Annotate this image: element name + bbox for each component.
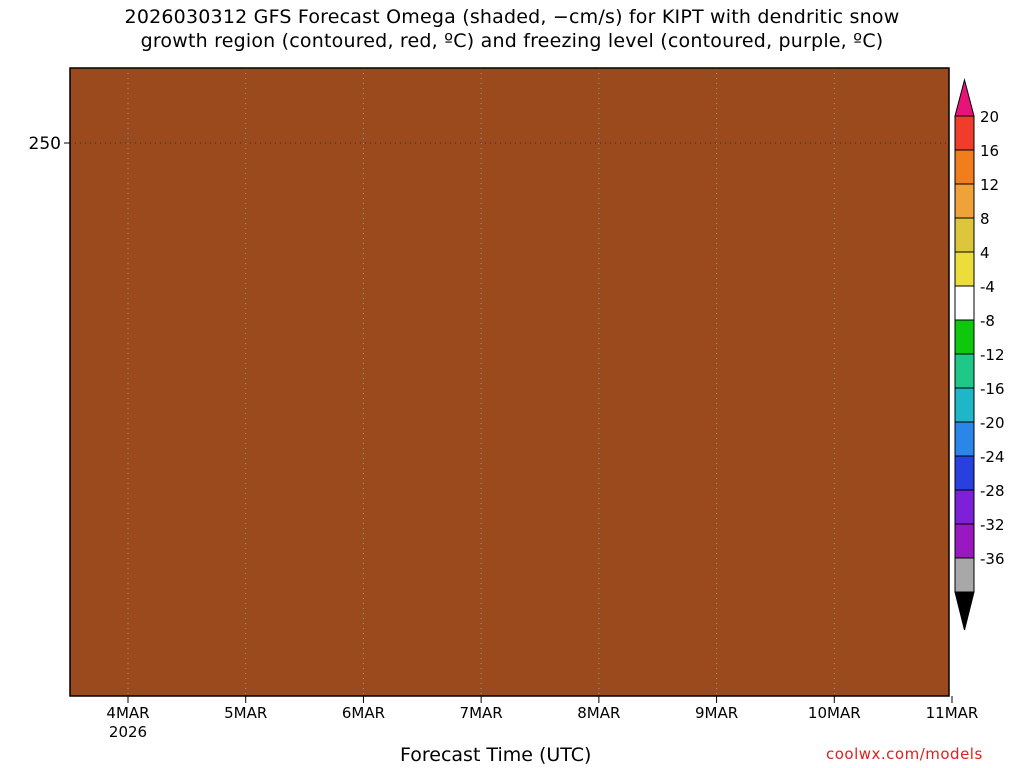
x-tick-sublabel: 2026 [109, 723, 147, 741]
x-tick-label: 6MAR [342, 704, 385, 722]
colorbar-bin [954, 183, 975, 219]
x-axis-title: Forecast Time (UTC) [400, 744, 592, 766]
colorbar-label: -16 [980, 380, 1005, 398]
colorbar-label: 20 [980, 108, 999, 126]
colorbar-label: -12 [980, 346, 1005, 364]
colorbar-label: -32 [980, 516, 1005, 534]
colorbar-label: -36 [980, 550, 1005, 568]
colorbar-top-arrow [954, 78, 975, 117]
colorbar-bottom-arrow [954, 591, 975, 631]
x-tick-label: 7MAR [460, 704, 503, 722]
omega-cell [932, 0, 942, 53]
y-tick-label: 250 [29, 134, 61, 154]
colorbar-bin [954, 285, 975, 321]
chart-title-line1: 2026030312 GFS Forecast Omega (shaded, −… [124, 6, 900, 28]
colorbar-bin [954, 217, 975, 253]
x-tick-label: 5MAR [224, 704, 267, 722]
chart-title-line2: growth region (contoured, red, ºC) and f… [140, 30, 884, 52]
colorbar-bin [954, 421, 975, 457]
source-credit: coolwx.com/models [826, 745, 983, 763]
colorbar-bin [954, 115, 975, 151]
colorbar-label: 8 [980, 210, 990, 228]
colorbar-label: 12 [980, 176, 999, 194]
y-axis: 2503003504004505005506006507007508008509… [29, 134, 70, 154]
colorbar-bin [954, 387, 975, 423]
colorbar-label: 4 [980, 244, 990, 262]
terrain-fill [70, 68, 949, 696]
colorbar-label: -8 [980, 312, 995, 330]
x-tick-label: 9MAR [695, 704, 738, 722]
x-tick-label: 11MAR [926, 704, 979, 722]
colorbar: 20 16 12 8 4 -4 -8 -12 -16 -20 -24 -28 -32 -36 [954, 78, 1005, 631]
colorbar-bin [954, 251, 975, 287]
colorbar-bin [954, 523, 975, 559]
colorbar-label: -24 [980, 448, 1005, 466]
plot-frame [69, 67, 950, 697]
x-tick-label: 8MAR [577, 704, 620, 722]
colorbar-label: -20 [980, 414, 1005, 432]
terrain-band [70, 68, 949, 696]
x-tick-label: 10MAR [808, 704, 861, 722]
colorbar-bin [954, 149, 975, 185]
colorbar-bin [954, 489, 975, 525]
colorbar-label: 16 [980, 142, 999, 160]
colorbar-label: -4 [980, 278, 995, 296]
colorbar-label: -28 [980, 482, 1005, 500]
colorbar-bin [954, 455, 975, 491]
colorbar-bin [954, 319, 975, 355]
x-tick-label: 4MAR [106, 704, 149, 722]
colorbar-bin [954, 353, 975, 389]
colorbar-bin [954, 557, 975, 593]
